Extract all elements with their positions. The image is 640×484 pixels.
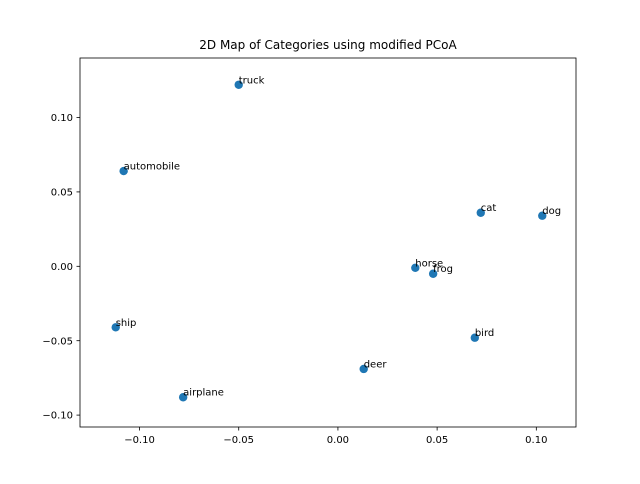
data-point-ship [111, 323, 120, 332]
point-label-dog: dog [542, 206, 561, 217]
x-tick-label: −0.10 [124, 435, 155, 446]
y-tick-label: −0.10 [42, 411, 73, 422]
point-label-airplane: airplane [183, 388, 224, 399]
point-label-frog: frog [433, 264, 453, 275]
data-point-truck [234, 80, 243, 89]
y-tick-label: 0.00 [51, 262, 73, 273]
plot-frame [79, 57, 577, 428]
point-label-truck: truck [239, 75, 265, 86]
data-point-horse [411, 263, 420, 272]
x-tick-label: 0.10 [525, 435, 547, 446]
y-tick-label: 0.10 [51, 113, 73, 124]
data-point-automobile [119, 166, 128, 176]
data-point-frog [428, 269, 438, 278]
x-tick-label: −0.05 [223, 435, 254, 446]
point-label-automobile: automobile [124, 162, 180, 173]
point-label-cat: cat [481, 203, 497, 214]
data-point-cat [476, 208, 485, 217]
chart-title: 2D Map of Categories using modified PCoA [199, 38, 457, 52]
x-tick-label: 0.00 [327, 435, 349, 446]
data-point-dog [538, 211, 547, 220]
axis-ticks: −0.10 −0.05 0.00 0.05 0.10 0.10 0.05 0.00 −0.05 −… [42, 113, 547, 446]
point-label-deer: deer [364, 359, 388, 370]
point-label-ship: ship [116, 318, 137, 329]
y-tick-label: −0.05 [42, 336, 73, 347]
data-point-bird [470, 333, 480, 342]
point-label-bird: bird [475, 328, 494, 339]
x-tick-label: 0.05 [426, 435, 448, 446]
data-point-deer [359, 364, 368, 374]
y-tick-label: 0.05 [51, 188, 73, 199]
point-label-horse: horse [415, 258, 443, 269]
data-point-airplane [178, 393, 188, 402]
